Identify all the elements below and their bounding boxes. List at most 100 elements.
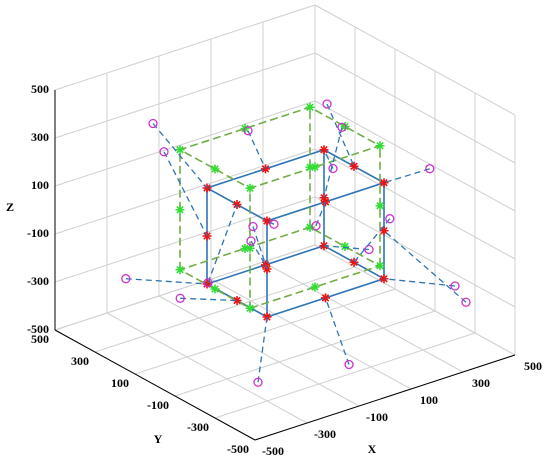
point-star — [175, 145, 185, 155]
point-circle — [461, 297, 471, 307]
point-circle — [344, 359, 354, 370]
point-star — [375, 201, 385, 211]
x-axis-label: X — [368, 442, 377, 456]
point-star — [240, 244, 250, 253]
point-circle — [450, 281, 460, 291]
axis-line — [254, 354, 516, 441]
link-line — [323, 245, 370, 251]
x-tick-label: -500 — [262, 444, 284, 458]
point-star — [210, 164, 220, 174]
point-star — [375, 261, 385, 271]
link-line — [323, 127, 343, 198]
point-star — [245, 243, 255, 253]
x-tick-label: 100 — [420, 393, 438, 407]
link-line — [383, 278, 456, 287]
grid-line — [314, 244, 516, 356]
z-tick-label: -300 — [27, 274, 49, 288]
point-circle — [148, 118, 158, 129]
point-circle — [328, 163, 338, 174]
grid-line — [314, 100, 516, 212]
point-star — [175, 265, 185, 275]
point-star — [305, 222, 315, 232]
link-line — [152, 123, 208, 189]
axis-line — [54, 329, 256, 441]
point-circle — [175, 293, 185, 303]
y-tick-label: 300 — [71, 354, 89, 368]
point-star — [245, 303, 255, 313]
point-star — [210, 284, 220, 294]
y-tick-label: -300 — [187, 420, 209, 434]
grid — [54, 4, 516, 441]
z-axis-label: Z — [6, 200, 14, 214]
link-line — [326, 103, 355, 167]
link-line — [163, 151, 208, 237]
grid-line — [314, 196, 516, 308]
point-circle — [364, 244, 374, 255]
y-tick-label: 500 — [31, 332, 49, 346]
y-tick-label: -500 — [227, 442, 249, 456]
z-tick-label: 100 — [31, 178, 49, 192]
link-line — [323, 149, 334, 169]
link-line — [257, 316, 268, 383]
x-tick-label: 300 — [472, 376, 490, 390]
z-tick-label: -500 — [27, 322, 49, 336]
z-tick-label: 500 — [31, 82, 49, 96]
point-circle — [269, 219, 279, 229]
grid-line — [54, 244, 316, 331]
plot — [121, 99, 471, 387]
point-star — [245, 183, 255, 193]
link-line — [125, 278, 208, 285]
grid-line — [314, 148, 516, 260]
x-tick-label: 500 — [524, 359, 542, 373]
y-axis-label: Y — [154, 432, 163, 446]
point-star — [232, 296, 242, 305]
point-circle — [311, 221, 321, 231]
grid-line — [94, 266, 356, 353]
grid-line — [262, 261, 464, 373]
point-star — [310, 162, 320, 172]
z-tick-label: 300 — [31, 130, 49, 144]
point-star — [340, 122, 350, 131]
point-circle — [203, 278, 213, 288]
point-star — [340, 242, 350, 251]
grid-line — [314, 52, 516, 164]
grid-line — [174, 310, 436, 397]
link-line — [383, 230, 467, 303]
point-star — [349, 161, 359, 171]
point-star — [310, 282, 320, 292]
point-circle — [425, 164, 435, 174]
grid-line — [54, 100, 316, 187]
grid-line — [214, 332, 476, 419]
point-star — [175, 205, 185, 215]
grid-line — [54, 52, 316, 139]
x-tick-label: -100 — [366, 410, 388, 424]
point-star — [379, 178, 389, 188]
y-tick-label: -100 — [147, 398, 169, 412]
grid-line — [54, 196, 316, 283]
link-line — [180, 297, 238, 302]
grid-line — [54, 4, 316, 91]
grid-line — [106, 312, 308, 424]
grid-line — [210, 278, 412, 390]
point-star — [305, 102, 315, 112]
z-tick-label: -100 — [27, 226, 49, 240]
y-tick-label: 100 — [111, 376, 129, 390]
link-line — [324, 297, 350, 365]
point-star — [262, 216, 272, 226]
point-circle — [246, 236, 256, 246]
point-star — [379, 226, 389, 236]
point-star — [305, 162, 315, 172]
point-circle — [159, 147, 169, 157]
link-line — [247, 130, 267, 170]
point-circle — [243, 126, 253, 136]
point-circle — [248, 221, 258, 232]
point-circle — [337, 122, 347, 132]
point-circle — [253, 377, 263, 387]
link-line — [207, 204, 238, 283]
x-tick-label: -300 — [314, 427, 336, 441]
grid-line — [158, 295, 360, 407]
link-line — [250, 240, 267, 266]
point-circle — [385, 214, 395, 224]
point-star — [375, 141, 385, 151]
